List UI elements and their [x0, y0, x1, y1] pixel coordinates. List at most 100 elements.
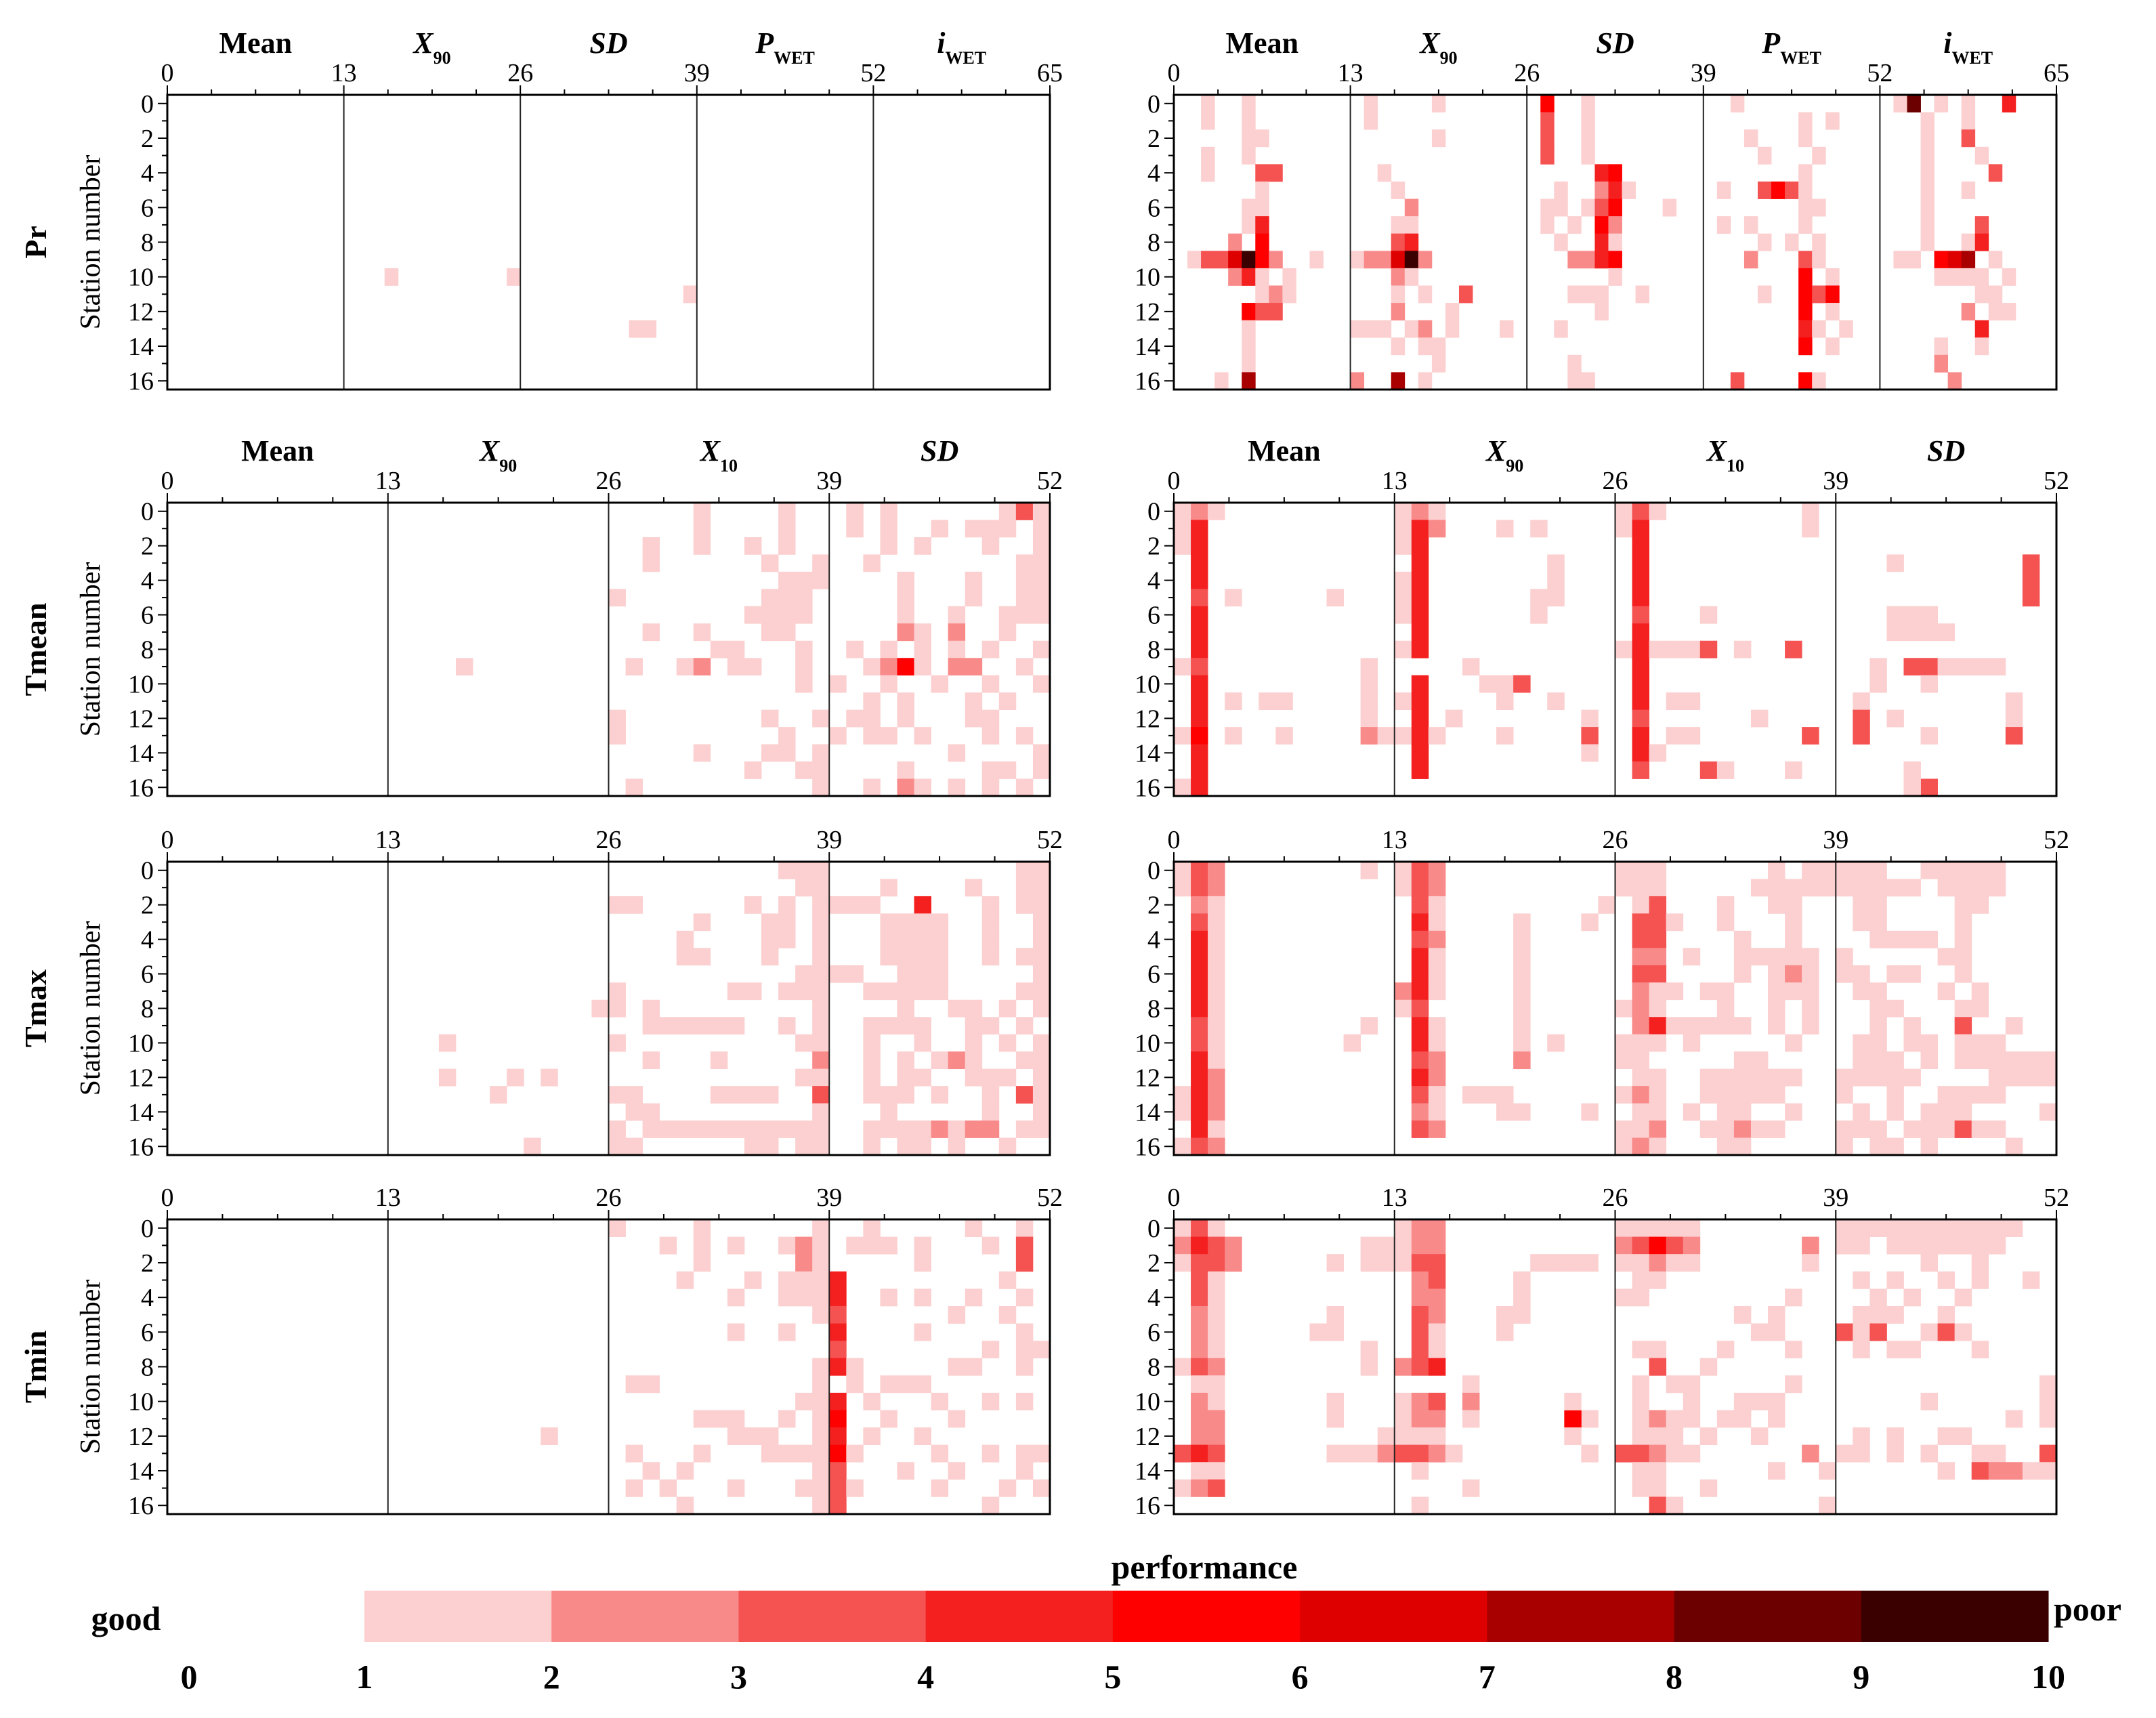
heatmap-cell: [761, 589, 779, 607]
heatmap-cell: [1632, 948, 1650, 966]
heatmap-cell: [948, 623, 966, 642]
y-axis-title: Station number: [75, 921, 106, 1096]
heatmap-cell: [1174, 1358, 1191, 1376]
heatmap-cell: [981, 1496, 1000, 1515]
heatmap-cell: [795, 1288, 813, 1307]
heatmap-cell: [778, 1271, 796, 1289]
heatmap-cell: [1377, 164, 1392, 182]
heatmap-cell: [1615, 1086, 1632, 1104]
heatmap-cell: [1971, 1086, 1989, 1104]
heatmap-cell: [1255, 216, 1269, 234]
heatmap-cell: [1988, 658, 2006, 676]
heatmap-cell: [863, 1236, 881, 1255]
heatmap-cell: [507, 268, 521, 286]
heatmap-cell: [1632, 1462, 1650, 1480]
heatmap-cell: [1513, 1305, 1531, 1324]
metric-subscript: WET: [1780, 48, 1821, 68]
heatmap-cell: [1418, 251, 1433, 269]
heatmap-cell: [1903, 1017, 1921, 1035]
x-tick-label: 52: [1037, 826, 1063, 854]
heatmap-cell: [2022, 589, 2040, 607]
heatmap-cell: [981, 640, 1000, 658]
heatmap-cell: [1428, 1034, 1446, 1052]
heatmap-cell: [2022, 1051, 2040, 1070]
heatmap-cell: [1853, 1103, 1870, 1121]
heatmap-cell: [897, 913, 914, 931]
heatmap-cell: [1632, 709, 1650, 728]
heatmap-cell: [829, 1288, 847, 1307]
heatmap-cell: [1649, 503, 1667, 520]
heatmap-cell: [1411, 879, 1429, 897]
heatmap-cell: [1394, 503, 1412, 520]
heatmap-cell: [1411, 965, 1429, 983]
heatmap-cell: [1903, 1341, 1921, 1359]
heatmap-cell: [1428, 948, 1446, 966]
heatmap-cell: [1191, 778, 1208, 797]
heatmap-cell: [1428, 727, 1446, 745]
heatmap-cell: [1836, 1068, 1853, 1087]
y-tick-label: 14: [128, 739, 154, 768]
heatmap-cell: [812, 1410, 830, 1428]
heatmap-cell: [948, 640, 966, 658]
heatmap-cell: [1869, 1034, 1887, 1052]
x-tick-label: 52: [1867, 59, 1893, 87]
heatmap-cell: [1015, 1392, 1034, 1410]
heatmap-cell: [1191, 1375, 1208, 1394]
heatmap-cell: [1411, 571, 1429, 589]
metric-main: P: [1761, 26, 1781, 60]
heatmap-cell: [880, 913, 897, 931]
heatmap-cell: [1208, 503, 1225, 520]
heatmap-cell: [1802, 727, 1819, 745]
heatmap-cell: [795, 1068, 813, 1087]
heatmap-cell: [1174, 520, 1191, 538]
heatmap-cell: [1594, 181, 1609, 199]
heatmap-cell: [1903, 606, 1921, 624]
heatmap-cell: [1785, 181, 1799, 199]
heatmap-cell: [1191, 571, 1208, 589]
heatmap-cell: [1411, 982, 1429, 1001]
heatmap-cell: [1496, 727, 1514, 745]
heatmap-cell: [1615, 503, 1632, 520]
heatmap-cell: [1649, 1496, 1667, 1515]
heatmap-cell: [965, 879, 983, 897]
heatmap-cell: [1513, 1051, 1531, 1070]
heatmap-cell: [1632, 930, 1650, 948]
heatmap-cell: [1377, 1444, 1395, 1463]
heatmap-cell: [1819, 879, 1836, 897]
heatmap-cell: [524, 1137, 541, 1156]
heatmap-cell: [1920, 216, 1935, 234]
heatmap-cell: [1743, 129, 1758, 148]
y-tick-label: 2: [141, 125, 154, 153]
heatmap-cell: [1785, 930, 1802, 948]
heatmap-cell: [1649, 1068, 1667, 1087]
heatmap-cell: [1015, 982, 1034, 1001]
heatmap-cell: [1191, 862, 1208, 879]
y-tick-label: 6: [141, 194, 154, 222]
heatmap-cell: [744, 1427, 762, 1446]
heatmap-cell: [1632, 1120, 1650, 1138]
heatmap-cell: [1699, 1086, 1718, 1104]
heatmap-cell: [1191, 1120, 1208, 1138]
heatmap-cell: [693, 1410, 711, 1428]
heatmap-cell: [693, 1236, 711, 1255]
heatmap-cell: [1428, 1358, 1446, 1376]
heatmap-cell: [1462, 1392, 1480, 1410]
heatmap-cell: [1364, 112, 1378, 130]
heatmap-cell: [1418, 320, 1433, 338]
heatmap-cell: [1649, 1427, 1667, 1446]
heatmap-cell: [1377, 1254, 1395, 1272]
heatmap-cell: [1971, 879, 1989, 897]
heatmap-cell: [1785, 913, 1802, 931]
heatmap-cell: [1411, 1341, 1429, 1359]
heatmap-cell: [1920, 1392, 1938, 1410]
heatmap-cell: [1937, 1427, 1956, 1446]
heatmap-cell: [1954, 999, 1972, 1018]
metric-main: SD: [1927, 434, 1965, 467]
heatmap-cell: [1567, 285, 1582, 303]
heatmap-cell: [2039, 1103, 2057, 1121]
heatmap-cell: [778, 1323, 796, 1341]
heatmap-cell: [676, 1462, 694, 1480]
heatmap-cell: [1564, 1392, 1582, 1410]
heatmap-cell: [1802, 503, 1819, 520]
heatmap-cell: [863, 1120, 881, 1138]
